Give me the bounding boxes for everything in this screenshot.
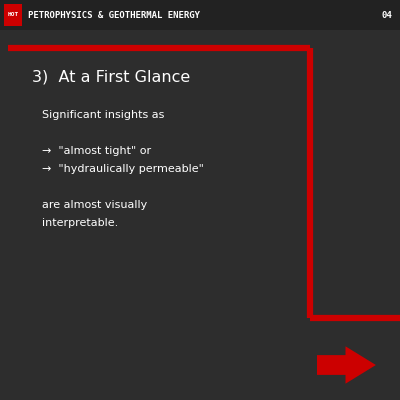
Text: →  "almost tight" or: → "almost tight" or xyxy=(42,146,151,156)
Text: are almost visually: are almost visually xyxy=(42,200,147,210)
Text: Significant insights as: Significant insights as xyxy=(42,110,164,120)
Text: 04: 04 xyxy=(381,10,392,20)
Text: HOT: HOT xyxy=(7,12,19,18)
Text: interpretable.: interpretable. xyxy=(42,218,118,228)
Text: PETROPHYSICS & GEOTHERMAL ENERGY: PETROPHYSICS & GEOTHERMAL ENERGY xyxy=(28,10,200,20)
Text: →  "hydraulically permeable": → "hydraulically permeable" xyxy=(42,164,204,174)
Text: 3)  At a First Glance: 3) At a First Glance xyxy=(32,70,190,85)
Polygon shape xyxy=(317,346,376,384)
Bar xyxy=(0,0,400,30)
Bar xyxy=(4,4,22,26)
